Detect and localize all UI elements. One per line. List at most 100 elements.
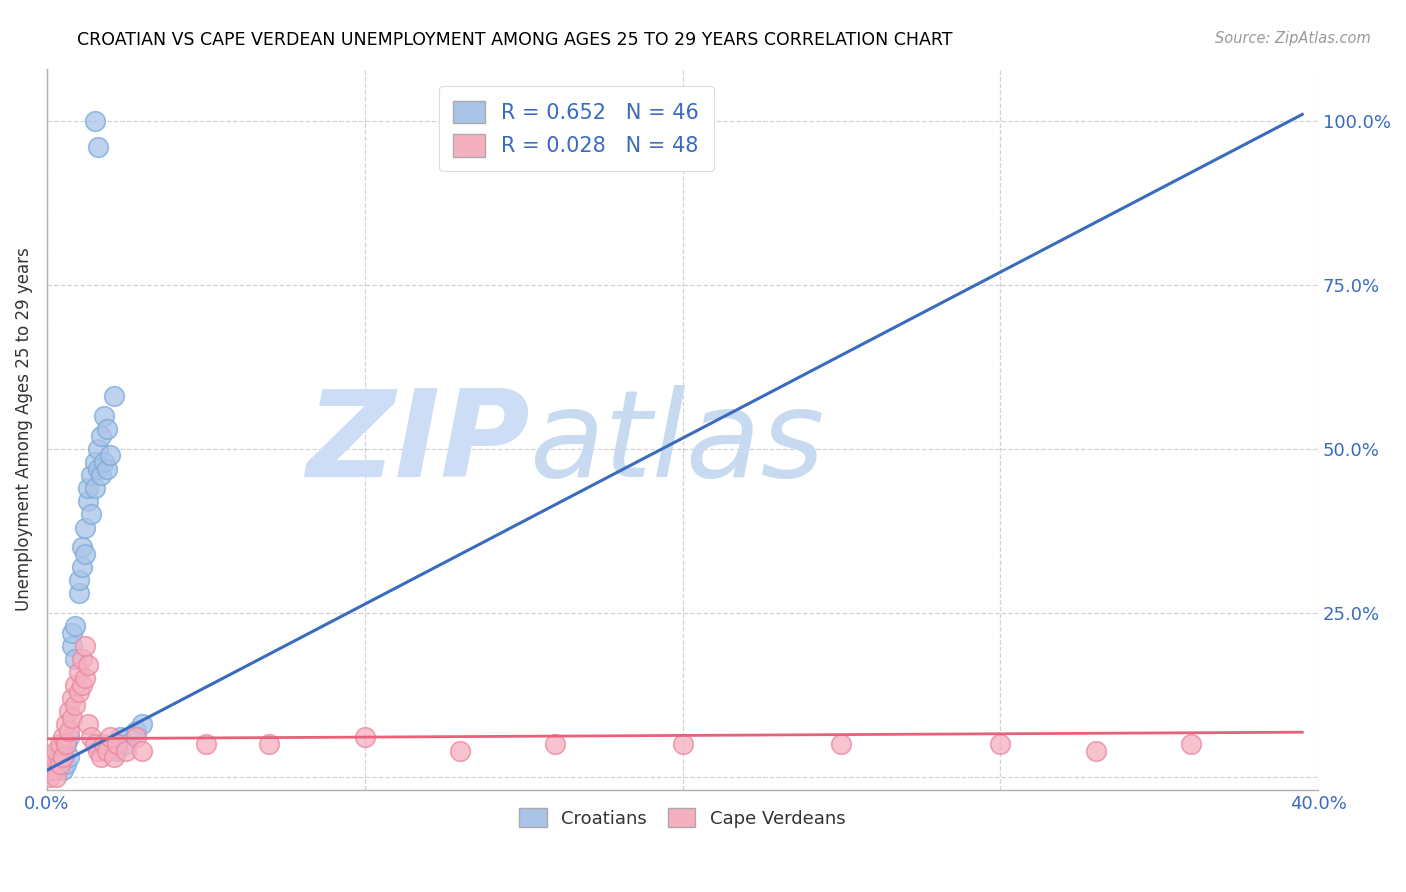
Point xyxy=(100,731,122,745)
Point xyxy=(67,684,90,698)
Point xyxy=(96,461,118,475)
Point xyxy=(45,770,67,784)
Point xyxy=(39,763,62,777)
Point xyxy=(115,737,138,751)
Point xyxy=(55,737,77,751)
Point xyxy=(60,639,83,653)
Point xyxy=(39,770,62,784)
Point xyxy=(65,678,87,692)
Text: atlas: atlas xyxy=(530,385,825,502)
Point xyxy=(67,665,90,679)
Point xyxy=(93,455,115,469)
Point xyxy=(449,743,471,757)
Point xyxy=(131,743,153,757)
Point xyxy=(58,704,80,718)
Point xyxy=(58,731,80,745)
Point xyxy=(353,731,375,745)
Point xyxy=(105,737,128,751)
Point xyxy=(103,750,125,764)
Point xyxy=(60,625,83,640)
Point xyxy=(45,743,67,757)
Point xyxy=(58,723,80,738)
Point xyxy=(125,731,148,745)
Point xyxy=(70,678,93,692)
Point xyxy=(58,750,80,764)
Point xyxy=(67,586,90,600)
Point xyxy=(90,468,112,483)
Point xyxy=(988,737,1011,751)
Point xyxy=(73,547,96,561)
Point xyxy=(48,737,70,751)
Point xyxy=(131,717,153,731)
Y-axis label: Unemployment Among Ages 25 to 29 years: Unemployment Among Ages 25 to 29 years xyxy=(15,247,32,611)
Point xyxy=(87,461,110,475)
Point xyxy=(90,429,112,443)
Point xyxy=(48,743,70,757)
Point xyxy=(103,389,125,403)
Point xyxy=(77,717,100,731)
Point xyxy=(77,481,100,495)
Point xyxy=(105,743,128,757)
Point xyxy=(60,691,83,706)
Point xyxy=(65,619,87,633)
Point xyxy=(65,698,87,712)
Point xyxy=(83,114,105,128)
Point xyxy=(87,442,110,456)
Point xyxy=(52,750,75,764)
Point xyxy=(544,737,567,751)
Point xyxy=(194,737,217,751)
Point xyxy=(45,763,67,777)
Point xyxy=(55,737,77,751)
Point xyxy=(83,481,105,495)
Point xyxy=(90,750,112,764)
Point xyxy=(42,760,65,774)
Point xyxy=(52,750,75,764)
Point xyxy=(73,672,96,686)
Text: ZIP: ZIP xyxy=(307,385,530,502)
Point xyxy=(96,422,118,436)
Text: CROATIAN VS CAPE VERDEAN UNEMPLOYMENT AMONG AGES 25 TO 29 YEARS CORRELATION CHAR: CROATIAN VS CAPE VERDEAN UNEMPLOYMENT AM… xyxy=(77,31,953,49)
Point xyxy=(60,711,83,725)
Point xyxy=(48,756,70,771)
Point xyxy=(1084,743,1107,757)
Point xyxy=(70,541,93,555)
Point xyxy=(96,743,118,757)
Point xyxy=(52,731,75,745)
Point xyxy=(83,737,105,751)
Point xyxy=(80,468,103,483)
Point xyxy=(48,756,70,771)
Point xyxy=(42,756,65,771)
Point xyxy=(77,494,100,508)
Point xyxy=(42,763,65,777)
Point xyxy=(125,723,148,738)
Point xyxy=(45,750,67,764)
Point xyxy=(73,520,96,534)
Point xyxy=(93,409,115,423)
Legend: Croatians, Cape Verdeans: Croatians, Cape Verdeans xyxy=(512,801,853,835)
Point xyxy=(80,508,103,522)
Point xyxy=(70,560,93,574)
Point xyxy=(70,652,93,666)
Point xyxy=(93,737,115,751)
Point xyxy=(65,652,87,666)
Point xyxy=(87,743,110,757)
Point xyxy=(830,737,852,751)
Point xyxy=(671,737,693,751)
Point xyxy=(1180,737,1202,751)
Point xyxy=(77,658,100,673)
Point xyxy=(259,737,281,751)
Point xyxy=(67,573,90,587)
Point xyxy=(55,717,77,731)
Point xyxy=(108,731,131,745)
Point xyxy=(87,140,110,154)
Point xyxy=(42,750,65,764)
Point xyxy=(39,756,62,771)
Point xyxy=(100,449,122,463)
Point xyxy=(52,763,75,777)
Point xyxy=(83,455,105,469)
Text: Source: ZipAtlas.com: Source: ZipAtlas.com xyxy=(1215,31,1371,46)
Point xyxy=(80,731,103,745)
Point xyxy=(73,639,96,653)
Point xyxy=(55,756,77,771)
Point xyxy=(115,743,138,757)
